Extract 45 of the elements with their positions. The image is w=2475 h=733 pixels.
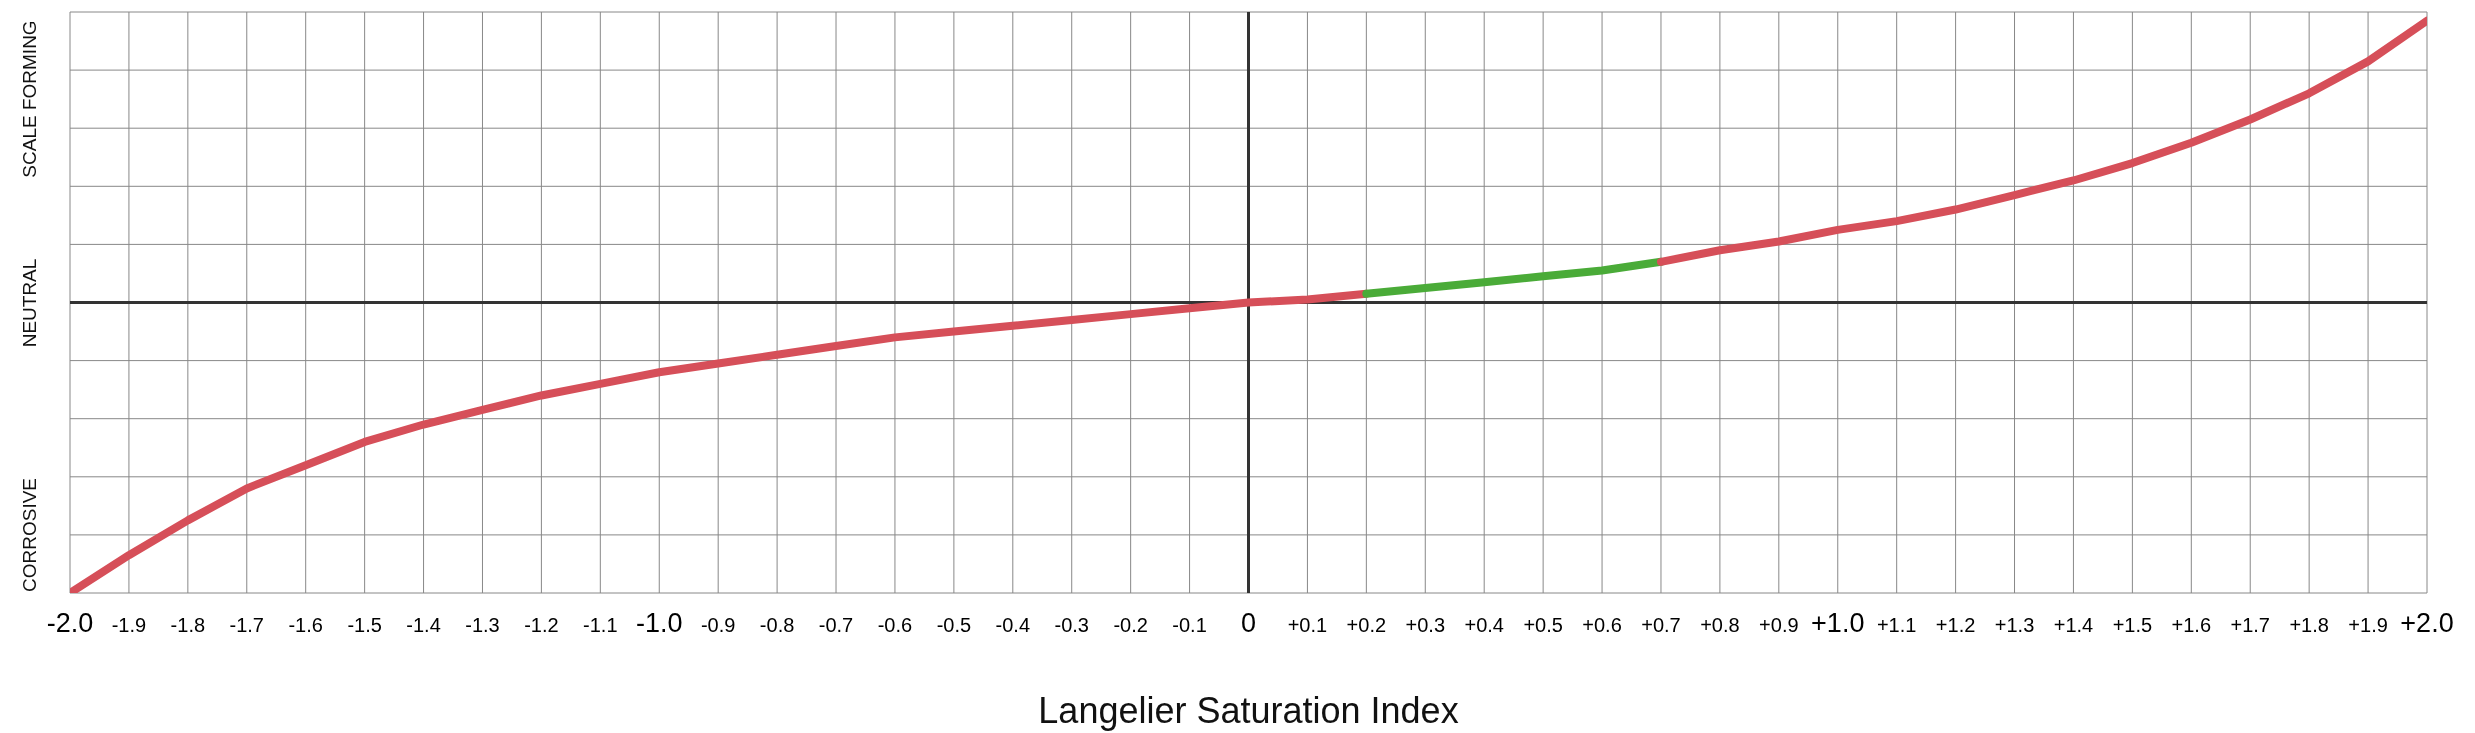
x-tick-label: +0.2 — [1346, 614, 1387, 636]
x-tick-label: -1.0 — [635, 608, 683, 638]
x-tick-label: +1.3 — [1994, 614, 2035, 636]
x-tick-label: +0.6 — [1582, 614, 1622, 636]
x-tick-label: +0.3 — [1405, 614, 1446, 636]
x-tick-label: +1.9 — [2348, 614, 2388, 636]
x-tick-label: -0.9 — [700, 614, 736, 636]
x-tick-label: -1.1 — [583, 614, 618, 636]
x-tick-label: +0.5 — [1523, 614, 1563, 636]
x-tick-label: -1.3 — [465, 614, 500, 636]
text: NEUTRAL — [19, 258, 41, 347]
x-tick-label: -0.7 — [818, 614, 854, 636]
x-tick-label: +0.9 — [1759, 614, 1799, 636]
x-tick-label: +1.4 — [2053, 614, 2094, 636]
text: CORROSIVE — [19, 477, 41, 592]
x-tick-label: +1.6 — [2171, 614, 2212, 636]
text: SCALE FORMING — [19, 20, 41, 178]
x-tick-label: -0.2 — [1113, 614, 1148, 636]
x-axis-title: Langelier Saturation Index — [1038, 690, 1459, 731]
x-tick-label: -1.6 — [288, 614, 323, 636]
x-tick-label: -1.2 — [524, 614, 559, 636]
x-tick-label: -1.7 — [229, 614, 265, 636]
x-tick-label: -0.5 — [936, 614, 972, 636]
x-tick-label: +1.0 — [1811, 608, 1865, 638]
x-tick-label: -0.4 — [995, 614, 1031, 636]
x-tick-label: -1.4 — [406, 614, 441, 636]
x-tick-label: -1.9 — [111, 614, 147, 636]
x-tick-label: +2.0 — [2400, 608, 2454, 638]
x-tick-label: -0.1 — [1172, 614, 1207, 636]
x-tick-label: -2.0 — [46, 608, 94, 638]
x-tick-label: -0.6 — [877, 614, 913, 636]
x-tick-label: 0 — [1240, 608, 1257, 638]
x-tick-label: +0.1 — [1287, 614, 1328, 636]
x-tick-label: -1.5 — [347, 614, 382, 636]
x-tick-label: -1.8 — [170, 614, 206, 636]
x-tick-label: +0.8 — [1700, 614, 1740, 636]
x-tick-label: +1.1 — [1876, 614, 1917, 636]
x-tick-label: +0.4 — [1464, 614, 1504, 636]
x-tick-label: +0.7 — [1641, 614, 1681, 636]
x-tick-label: +1.7 — [2230, 614, 2270, 636]
x-tick-label: +1.8 — [2289, 614, 2329, 636]
x-tick-label: +1.5 — [2112, 614, 2153, 636]
x-tick-label: +1.2 — [1935, 614, 1976, 636]
x-tick-label: -0.3 — [1054, 614, 1089, 636]
x-tick-label: -0.8 — [759, 614, 795, 636]
